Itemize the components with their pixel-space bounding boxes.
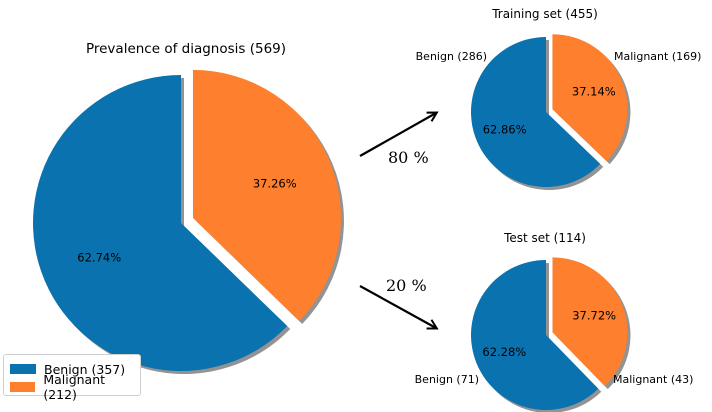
train-benign-pct-label: 62.86% <box>483 123 527 137</box>
main-malignant-slice <box>192 69 341 321</box>
legend-swatch-malignant <box>10 382 36 392</box>
test-arrow <box>359 285 436 328</box>
test-malignant-slice <box>552 257 628 387</box>
legend-item-malignant: Malignant (212) <box>10 372 140 402</box>
main-malignant-pct-label: 37.26% <box>253 176 297 190</box>
test-malignant-label: Malignant (43) <box>613 373 693 386</box>
train-pie: 62.86% 37.14% Benign (286) Malignant (169) <box>416 34 701 190</box>
test-benign-pct-label: 62.28% <box>482 345 526 359</box>
train-malignant-label: Malignant (169) <box>614 50 701 63</box>
train-arrow <box>359 113 436 157</box>
legend-label-malignant: Malignant (212) <box>43 372 106 402</box>
legend-item-benign: Benign (357) <box>10 360 140 378</box>
train-malignant-slice <box>552 34 628 162</box>
test-pie-title: Test set (114) <box>503 231 586 245</box>
test-benign-label: Benign (71) <box>415 373 479 386</box>
legend-swatch-benign <box>10 364 36 374</box>
legend-label-benign: Benign (357) <box>44 361 126 377</box>
main-pie: 62.74% 37.26% <box>33 69 344 374</box>
test-malignant-pct-label: 37.72% <box>572 308 616 322</box>
train-benign-label: Benign (286) <box>416 50 487 63</box>
train-split-label: 80 % <box>388 148 429 167</box>
test-split-label: 20 % <box>386 276 427 295</box>
legend: Benign (357) Malignant (212) <box>3 354 141 402</box>
train-benign-slice <box>471 37 601 188</box>
test-benign-slice <box>470 260 599 410</box>
main-pie-title: Prevalence of diagnosis (569) <box>86 41 286 57</box>
train-malignant-pct-label: 37.14% <box>572 85 616 99</box>
train-pie-title: Training set (455) <box>491 7 598 21</box>
main-benign-pct-label: 62.74% <box>77 251 121 265</box>
main-benign-slice <box>33 75 288 371</box>
test-pie: 62.28% 37.72% Benign (71) Malignant (43) <box>415 257 693 412</box>
